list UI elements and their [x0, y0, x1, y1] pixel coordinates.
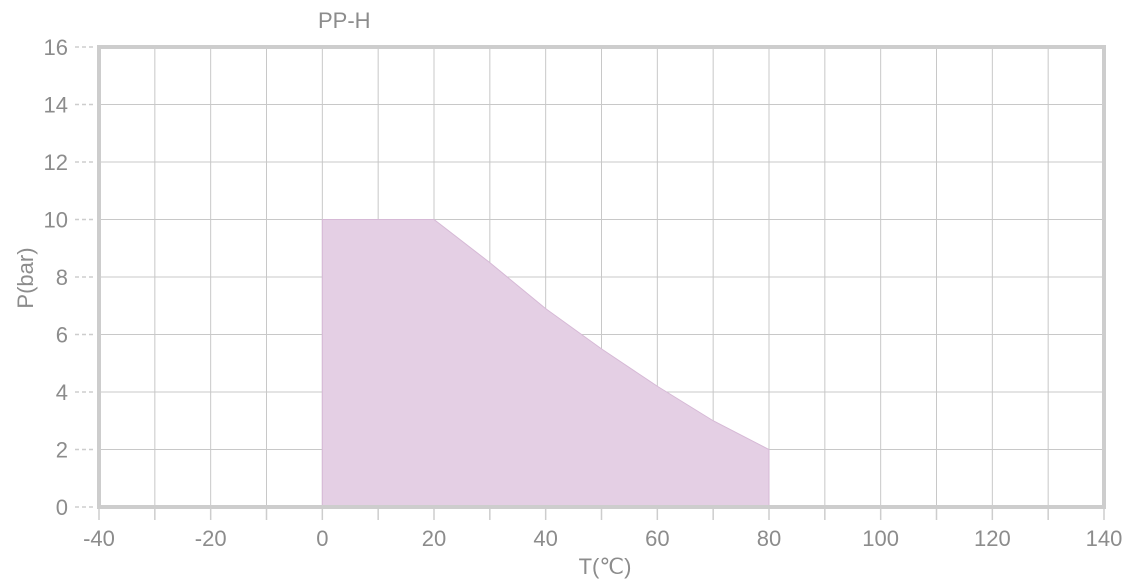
- y-axis-title: P(bar): [13, 247, 38, 308]
- x-tick-label: 40: [533, 526, 557, 551]
- x-tick-label: 20: [422, 526, 446, 551]
- x-tick-label: 100: [862, 526, 899, 551]
- x-tick-label: 0: [316, 526, 328, 551]
- x-tick-label: 60: [645, 526, 669, 551]
- y-tick-label: 16: [44, 35, 68, 60]
- y-tick-label: 8: [56, 265, 68, 290]
- x-tick-label: 140: [1086, 526, 1123, 551]
- tick-marks: [75, 46, 1105, 520]
- x-tick-labels: -40 -20 0 20 40 60 80 100 120 140: [83, 526, 1122, 551]
- y-tick-label: 6: [56, 323, 68, 348]
- y-tick-labels: 0 2 4 6 8 10 12 14 16: [44, 35, 68, 520]
- y-tick-label: 10: [44, 208, 68, 233]
- chart-title: PP-H: [318, 8, 371, 33]
- x-tick-label: -20: [195, 526, 227, 551]
- plot-frame: [97, 45, 1106, 509]
- y-tick-label: 14: [44, 93, 68, 118]
- y-tick-label: 12: [44, 150, 68, 175]
- x-tick-label: -40: [83, 526, 115, 551]
- x-tick-label: 120: [974, 526, 1011, 551]
- y-tick-label: 2: [56, 438, 68, 463]
- y-tick-label: 0: [56, 495, 68, 520]
- x-axis-title: T(℃): [579, 554, 632, 579]
- x-tick-label: 80: [757, 526, 781, 551]
- series-area: [321, 219, 770, 508]
- series-fill: [321, 219, 770, 508]
- y-tick-label: 4: [56, 380, 68, 405]
